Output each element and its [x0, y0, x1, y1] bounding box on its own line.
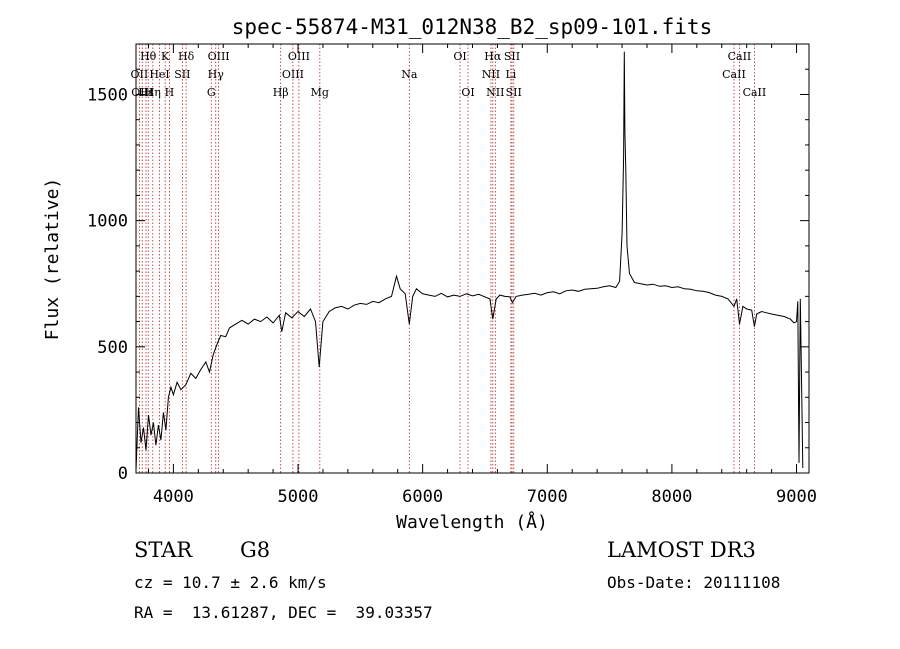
y-tick-label: 1500 — [87, 85, 128, 105]
x-tick-label: 8000 — [651, 487, 692, 507]
line-label: Li — [505, 68, 516, 81]
redshift-text: cz = 10.7 ± 2.6 km/s — [134, 573, 327, 592]
survey-name: LAMOST DR3 — [607, 538, 756, 562]
line-label: Hα — [484, 50, 502, 63]
line-label: OIII — [208, 50, 230, 63]
line-label: OI — [453, 50, 466, 63]
line-label: CaII — [743, 86, 767, 99]
line-label: OI — [461, 86, 474, 99]
line-label: Hη — [145, 86, 161, 99]
y-tick-label: 1000 — [87, 212, 128, 232]
line-label: SII — [174, 68, 190, 81]
x-tick-label: 6000 — [402, 487, 443, 507]
line-label: Hδ — [178, 50, 195, 63]
coordinates-text: RA = 13.61287, DEC = 39.03357 — [134, 603, 433, 622]
y-axis-label: Flux (relative) — [42, 178, 63, 341]
y-axis: 0 500 1000 1500 — [87, 43, 809, 484]
spectrum-series — [135, 51, 804, 471]
x-tick-label: 4000 — [153, 487, 194, 507]
y-tick-label: 0 — [118, 464, 128, 484]
line-label: Hε — [138, 86, 154, 99]
line-label: NII — [486, 86, 504, 99]
object-class: STAR — [134, 538, 193, 562]
line-label: Hθ — [140, 50, 157, 63]
line-label: Hγ — [208, 68, 225, 81]
object-subclass: G8 — [240, 538, 271, 562]
line-label: OIII — [131, 86, 153, 99]
x-axis: 4000 5000 6000 7000 8000 9000 — [147, 44, 817, 507]
x-axis-label: Wavelength (Å) — [396, 511, 548, 533]
x-tick-label: 7000 — [527, 487, 568, 507]
line-label: H — [165, 86, 175, 99]
x-tick-label: 9000 — [776, 487, 817, 507]
line-label: SII — [506, 86, 522, 99]
line-label: OII — [131, 68, 149, 81]
chart-title: spec-55874-M31_012N38_B2_sp09-101.fits — [232, 15, 712, 39]
line-label: OIII — [282, 68, 304, 81]
line-label: CaII — [728, 50, 752, 63]
line-label: Mg — [311, 86, 329, 99]
observation-date: Obs-Date: 20111108 — [607, 573, 781, 592]
line-label: Na — [401, 68, 418, 81]
line-label: Hβ — [273, 86, 289, 99]
line-label: G — [207, 86, 216, 99]
line-label: OIII — [288, 50, 310, 63]
spectral-line-markers — [138, 44, 755, 473]
y-tick-label: 500 — [97, 338, 128, 358]
line-label: NII — [482, 68, 500, 81]
line-label: CaII — [722, 68, 746, 81]
plot-frame — [135, 43, 810, 474]
x-tick-label: 5000 — [278, 487, 319, 507]
line-label: K — [161, 50, 170, 63]
line-label: HeI — [149, 68, 169, 81]
line-label: SII — [504, 50, 520, 63]
